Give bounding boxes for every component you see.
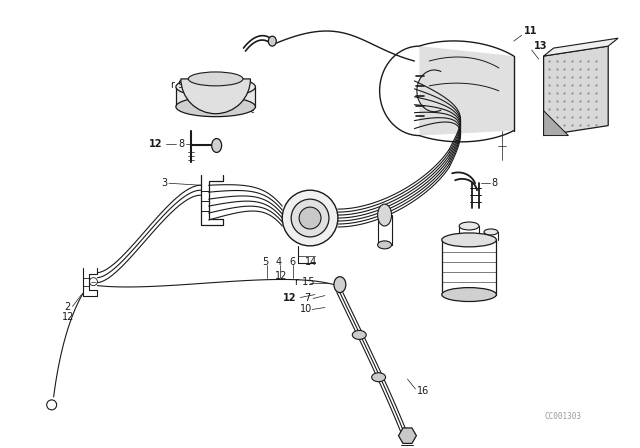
Polygon shape — [399, 428, 417, 444]
Text: 10: 10 — [300, 305, 312, 314]
Text: 14: 14 — [305, 257, 317, 267]
Circle shape — [282, 190, 338, 246]
Polygon shape — [543, 46, 608, 136]
Text: r 9: r 9 — [171, 80, 184, 90]
Ellipse shape — [442, 233, 497, 247]
Ellipse shape — [484, 229, 498, 235]
Circle shape — [291, 199, 329, 237]
Text: r 15: r 15 — [295, 277, 315, 287]
Ellipse shape — [378, 241, 392, 249]
Ellipse shape — [176, 97, 255, 116]
Text: 7: 7 — [304, 293, 310, 302]
Ellipse shape — [459, 222, 479, 230]
Polygon shape — [543, 38, 618, 56]
Polygon shape — [176, 87, 255, 107]
Polygon shape — [543, 111, 568, 136]
Text: 13: 13 — [534, 41, 547, 51]
Ellipse shape — [352, 331, 366, 340]
Text: 11: 11 — [524, 26, 537, 36]
Text: CC001303: CC001303 — [545, 412, 582, 421]
Ellipse shape — [212, 138, 221, 152]
Text: 4: 4 — [275, 257, 282, 267]
Text: 3: 3 — [161, 178, 167, 188]
Circle shape — [299, 207, 321, 229]
Ellipse shape — [378, 204, 392, 226]
Text: 12: 12 — [61, 312, 74, 323]
Text: 16: 16 — [417, 386, 429, 396]
Text: 8: 8 — [178, 138, 184, 148]
Ellipse shape — [268, 36, 276, 46]
Ellipse shape — [188, 72, 243, 86]
Text: 8: 8 — [491, 178, 497, 188]
Ellipse shape — [334, 277, 346, 293]
Text: 5: 5 — [262, 257, 269, 267]
Ellipse shape — [372, 373, 385, 382]
Text: 12: 12 — [275, 271, 287, 281]
Text: 12: 12 — [284, 293, 297, 302]
Ellipse shape — [442, 288, 497, 302]
Ellipse shape — [176, 77, 255, 97]
Text: 2: 2 — [65, 302, 71, 312]
Text: 6: 6 — [289, 257, 295, 267]
Text: 12: 12 — [149, 138, 163, 148]
Wedge shape — [181, 79, 250, 114]
Polygon shape — [419, 46, 514, 136]
